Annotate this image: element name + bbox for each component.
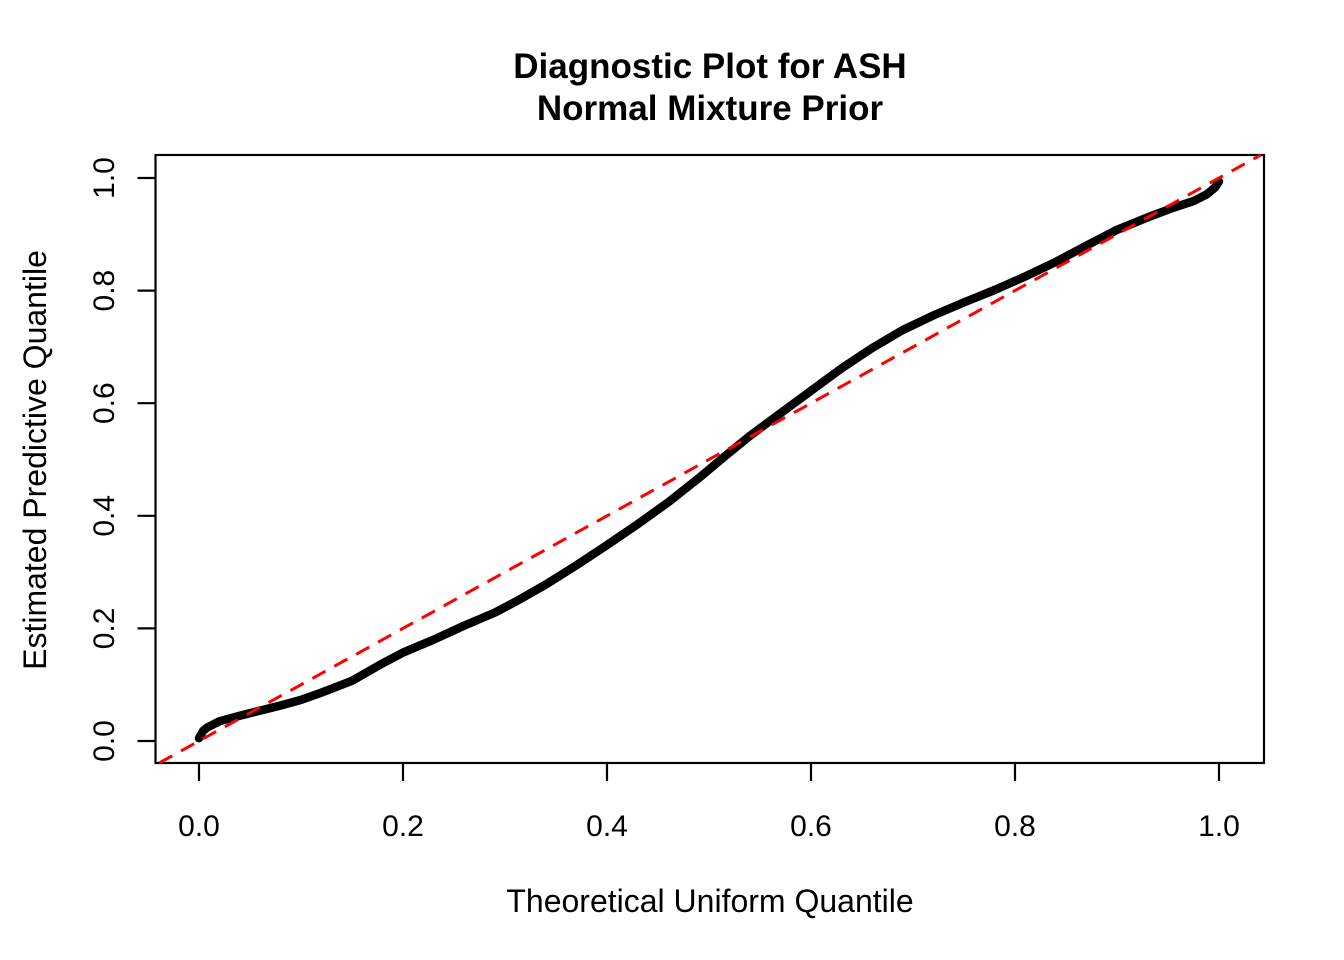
- y-tick-label: 1.0: [88, 157, 121, 199]
- y-tick-label: 0.0: [88, 720, 121, 762]
- y-axis-title: Estimated Predictive Quantile: [17, 250, 53, 670]
- y-tick-label: 0.8: [88, 270, 121, 312]
- plot-title-line1: Diagnostic Plot for ASH: [513, 47, 906, 86]
- x-tick-label: 0.8: [994, 810, 1036, 843]
- y-tick-label: 0.4: [88, 495, 121, 537]
- x-tick-label: 0.0: [178, 810, 220, 843]
- x-axis-title: Theoretical Uniform Quantile: [506, 883, 913, 919]
- y-axis: 0.0 0.2 0.4 0.6 0.8 1.0: [88, 157, 156, 762]
- x-tick-label: 0.4: [586, 810, 628, 843]
- plot-data-layer: [158, 153, 1262, 765]
- x-axis: 0.0 0.2 0.4 0.6 0.8 1.0: [178, 763, 1240, 843]
- y-tick-label: 0.6: [88, 382, 121, 424]
- plot-title-line2: Normal Mixture Prior: [537, 89, 884, 128]
- x-tick-label: 0.2: [382, 810, 424, 843]
- identity-reference-line: [158, 153, 1262, 765]
- plot-border-box: [154, 153, 1266, 765]
- x-tick-label: 1.0: [1198, 810, 1240, 843]
- y-tick-label: 0.2: [88, 608, 121, 650]
- x-tick-label: 0.6: [790, 810, 832, 843]
- estimated-predictive-quantile-curve: [194, 177, 1224, 743]
